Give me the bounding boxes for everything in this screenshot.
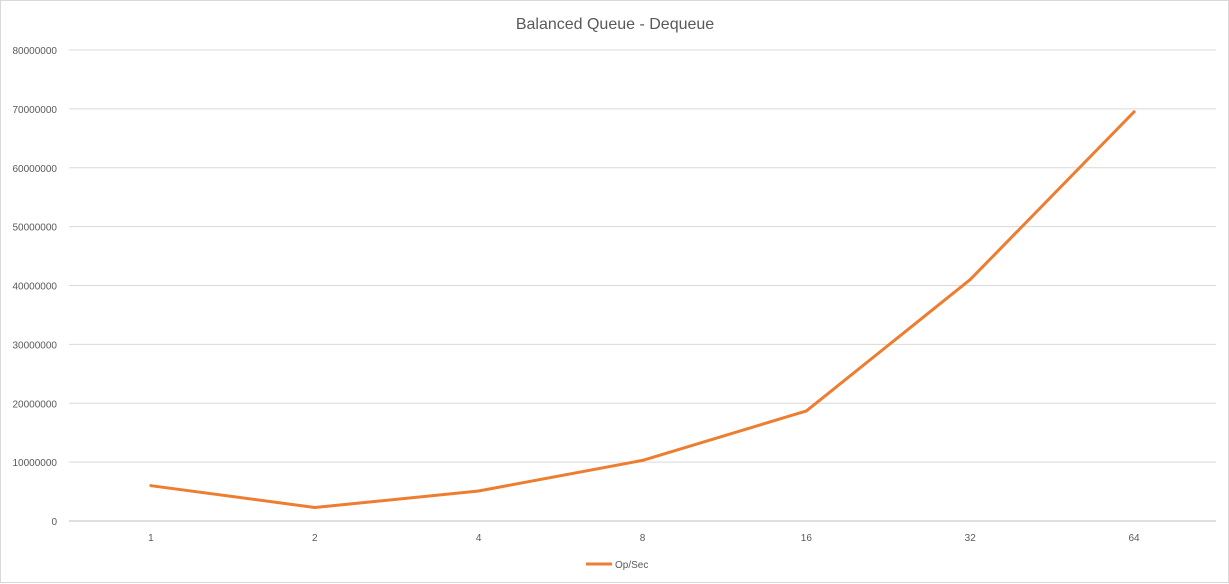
data-point (149, 484, 153, 488)
x-axis-ticks: 1 2 4 8 16 32 64 (148, 533, 1140, 544)
y-tick-label: 30000000 (13, 340, 58, 351)
y-tick-label: 20000000 (13, 399, 58, 410)
data-point (968, 278, 972, 282)
y-axis-ticks: 0 10000000 20000000 30000000 40000000 5000000… (13, 46, 58, 528)
y-tick-label: 80000000 (13, 46, 58, 57)
x-tick-label: 16 (801, 533, 813, 544)
y-tick-label: 60000000 (13, 164, 58, 175)
x-tick-label: 32 (965, 533, 977, 544)
y-tick-label: 40000000 (13, 282, 58, 293)
y-tick-label: 0 (51, 517, 57, 528)
y-tick-label: 50000000 (13, 223, 58, 234)
y-tick-label: 70000000 (13, 105, 58, 116)
chart-title: Balanced Queue - Dequeue (516, 16, 714, 33)
data-point (641, 458, 644, 462)
x-tick-label: 2 (312, 533, 318, 544)
gridlines (69, 49, 1216, 522)
y-tick-label: 10000000 (13, 458, 58, 469)
series-layer (149, 110, 1136, 509)
x-tick-label: 1 (148, 533, 154, 544)
data-point (477, 489, 481, 493)
x-tick-label: 8 (640, 533, 646, 544)
legend-label-op-sec: Op/Sec (615, 560, 648, 571)
x-tick-label: 64 (1129, 533, 1141, 544)
data-point (1132, 110, 1136, 114)
data-point (313, 505, 317, 509)
legend[interactable]: Op/Sec (586, 560, 648, 571)
data-point (804, 409, 808, 413)
series-line-op-sec (149, 110, 1136, 509)
x-tick-label: 4 (476, 533, 482, 544)
